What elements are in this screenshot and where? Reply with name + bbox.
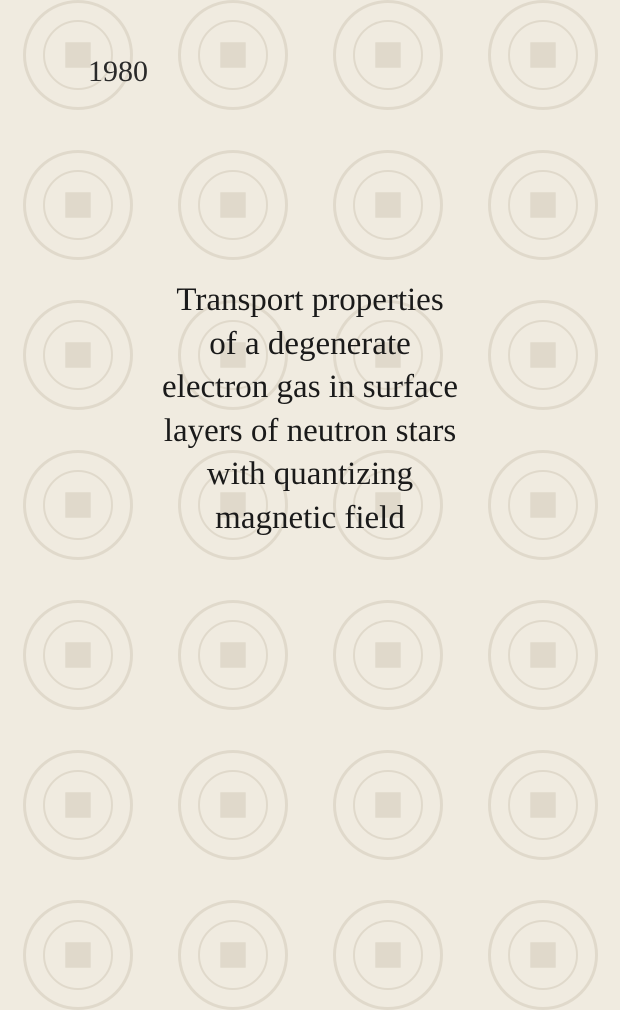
document-content: 1980 Transport properties of a degenerat…: [0, 0, 620, 1000]
title-line: with quantizing: [82, 453, 538, 497]
title-line: electron gas in surface: [82, 366, 538, 410]
document-title: Transport properties of a degenerate ele…: [70, 279, 550, 540]
publication-year: 1980: [88, 55, 550, 89]
title-line: of a degenerate: [82, 323, 538, 367]
title-line: layers of neutron stars: [82, 410, 538, 454]
title-line: magnetic field: [82, 497, 538, 541]
title-line: Transport properties: [82, 279, 538, 323]
